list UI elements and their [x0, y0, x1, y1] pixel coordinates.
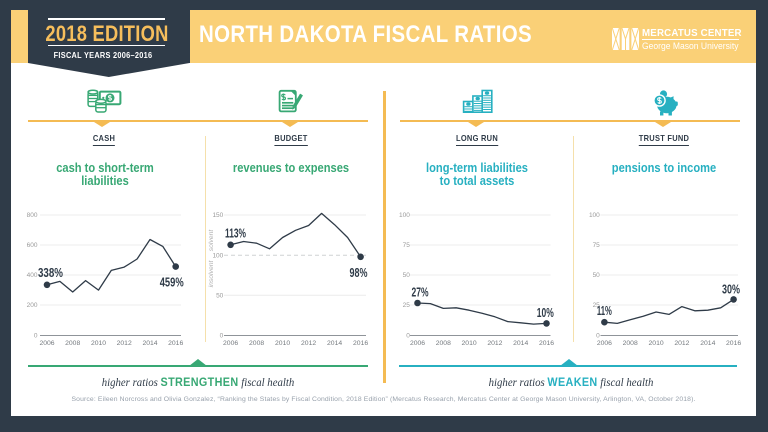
svg-text:2016: 2016: [726, 340, 741, 347]
svg-text:800: 800: [27, 212, 38, 219]
svg-text:100: 100: [399, 212, 410, 219]
svg-text:600: 600: [27, 242, 38, 249]
svg-text:2014: 2014: [700, 340, 715, 347]
svg-text:2008: 2008: [623, 340, 638, 347]
svg-text:2008: 2008: [249, 340, 264, 347]
svg-text:2014: 2014: [327, 340, 342, 347]
svg-text:113%: 113%: [225, 227, 246, 241]
svg-text:0: 0: [34, 333, 38, 340]
svg-text:2010: 2010: [275, 340, 290, 347]
svg-text:200: 200: [27, 302, 38, 309]
svg-text:338%: 338%: [38, 266, 63, 280]
svg-text:2016: 2016: [539, 340, 554, 347]
svg-text:400: 400: [27, 272, 38, 279]
svg-text:459%: 459%: [160, 276, 184, 290]
svg-text:100: 100: [589, 212, 600, 219]
svg-text:25: 25: [593, 302, 601, 309]
svg-text:2010: 2010: [462, 340, 477, 347]
svg-text:75: 75: [403, 242, 411, 249]
svg-text:75: 75: [593, 242, 601, 249]
svg-text:2016: 2016: [168, 340, 183, 347]
svg-text:50: 50: [593, 272, 601, 279]
svg-text:2006: 2006: [410, 340, 425, 347]
svg-text:2012: 2012: [117, 340, 132, 347]
svg-text:2008: 2008: [436, 340, 451, 347]
svg-text:25: 25: [403, 302, 411, 309]
svg-text:0: 0: [596, 333, 600, 340]
svg-text:2016: 2016: [353, 340, 368, 347]
svg-text:50: 50: [216, 293, 224, 300]
svg-text:2012: 2012: [301, 340, 316, 347]
svg-text:2008: 2008: [65, 340, 80, 347]
svg-text:0: 0: [220, 333, 224, 340]
svg-text:100: 100: [212, 252, 223, 259]
svg-text:98%: 98%: [350, 266, 368, 280]
svg-text:50: 50: [403, 272, 411, 279]
svg-text:2014: 2014: [142, 340, 157, 347]
svg-text:27%: 27%: [412, 286, 429, 300]
svg-text:2012: 2012: [674, 340, 689, 347]
svg-text:2006: 2006: [39, 340, 54, 347]
svg-text:11%: 11%: [597, 304, 612, 318]
svg-text:10%: 10%: [537, 306, 554, 320]
svg-text:solvent: solvent: [208, 229, 215, 252]
svg-text:2014: 2014: [513, 340, 528, 347]
svg-text:30%: 30%: [722, 282, 740, 296]
svg-text:0: 0: [406, 333, 410, 340]
svg-text:2006: 2006: [223, 340, 238, 347]
svg-text:2010: 2010: [649, 340, 664, 347]
svg-text:150: 150: [212, 212, 223, 219]
svg-text:insolvent: insolvent: [208, 259, 215, 287]
svg-text:2012: 2012: [487, 340, 502, 347]
svg-text:2010: 2010: [91, 340, 106, 347]
svg-text:2006: 2006: [597, 340, 612, 347]
